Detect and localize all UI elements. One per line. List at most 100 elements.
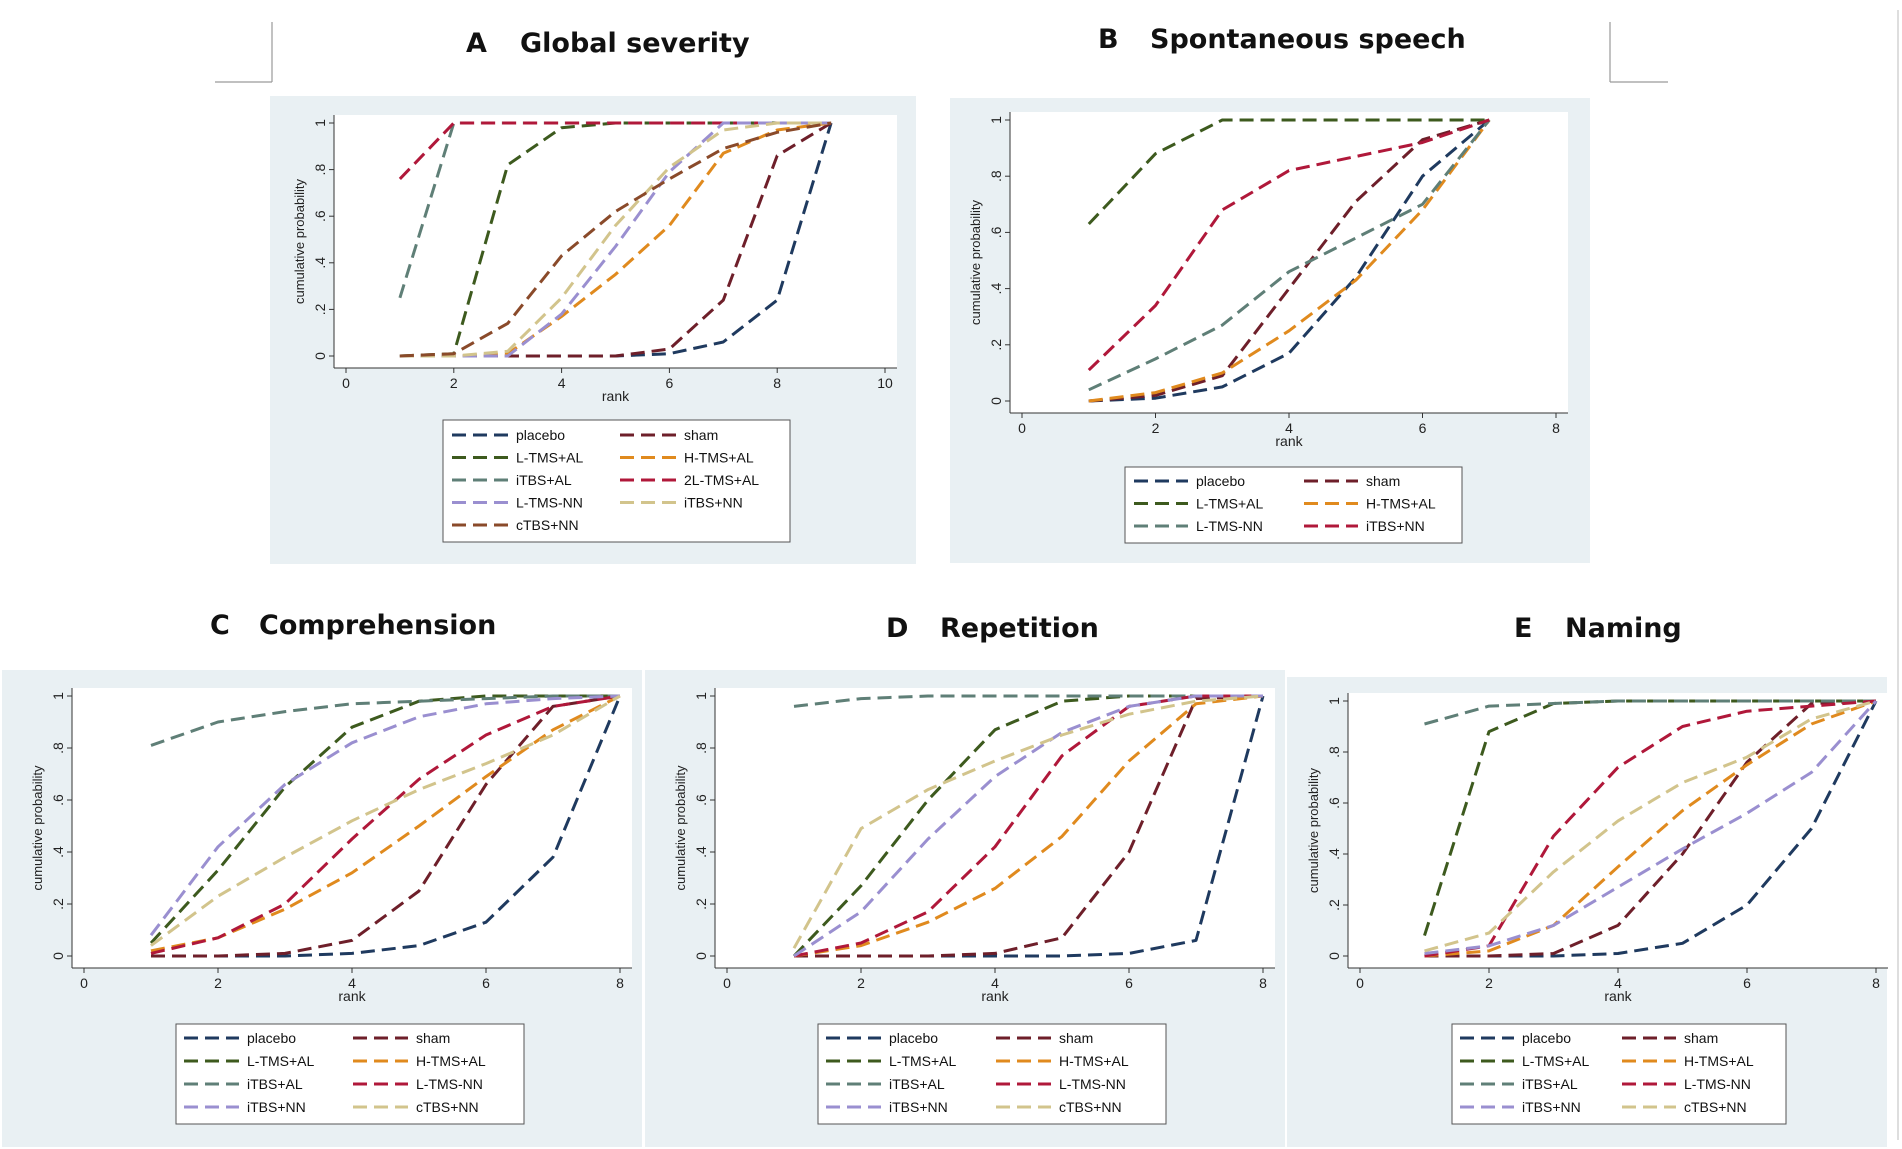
legend-label: H-TMS+AL	[1366, 496, 1436, 512]
legend-label: sham	[416, 1030, 450, 1046]
series-line-itbs-nn	[399, 121, 832, 358]
series-line-l-tms-nn	[399, 121, 832, 358]
legend-label: placebo	[516, 427, 565, 443]
legend-label: L-TMS+AL	[516, 450, 584, 466]
y-tick-label: 0	[50, 952, 66, 960]
legend-label: iTBS+AL	[889, 1076, 945, 1092]
y-tick-label: .6	[50, 794, 66, 806]
x-tick-label: 8	[616, 975, 624, 991]
y-tick-label: 1	[50, 692, 66, 700]
y-tick-label: .4	[312, 257, 328, 269]
legend-label: sham	[1684, 1030, 1718, 1046]
legend-label: L-TMS+AL	[889, 1053, 957, 1069]
x-tick-label: 6	[666, 375, 674, 391]
series-line-ctbs-nn	[1424, 699, 1877, 953]
y-axis-label: cumulative probability	[292, 179, 307, 305]
x-tick-label: 8	[1872, 975, 1880, 991]
series-line-placebo	[1088, 118, 1491, 403]
x-tick-label: 0	[1018, 420, 1026, 436]
plot-area	[1010, 112, 1568, 413]
legend-label: iTBS+AL	[516, 472, 572, 488]
y-tick-label: 0	[312, 352, 328, 360]
series-lines	[149, 694, 622, 958]
legend-label: L-TMS-NN	[1196, 518, 1263, 534]
legend-label: sham	[1059, 1030, 1093, 1046]
y-tick-label: 0	[988, 397, 1004, 405]
legend-label: H-TMS+AL	[684, 450, 754, 466]
y-tick-label: 1	[312, 119, 328, 127]
x-tick-label: 8	[773, 375, 781, 391]
series-line-l-tms-al	[149, 694, 620, 945]
x-tick-label: 6	[1743, 975, 1751, 991]
legend: placebo sham L-TMS+AL H-TMS+AL iTBS+AL L-TMS-…	[817, 1023, 1167, 1125]
y-tick-label: .6	[988, 226, 1004, 238]
x-axis-label: rank	[602, 388, 630, 404]
x-tick-label: 10	[877, 375, 893, 391]
legend-label: iTBS+NN	[247, 1099, 306, 1115]
x-tick-label: 4	[991, 975, 999, 991]
x-axis-label: rank	[981, 988, 1009, 1004]
legend-label: placebo	[1196, 473, 1245, 489]
y-tick-label: .8	[1326, 746, 1342, 758]
legend-label: H-TMS+AL	[416, 1053, 486, 1069]
panel-c: C Comprehension 0 .2 .4 .6 .8 1 0 2 4 6 8 rank cumulat…	[2, 610, 642, 1147]
y-tick-label: .2	[312, 303, 328, 315]
x-tick-label: 8	[1259, 975, 1267, 991]
series-lines	[1423, 699, 1878, 958]
series-line-itbs-nn	[793, 694, 1263, 958]
y-tick-label: .4	[1326, 848, 1342, 860]
panel-letter: C	[210, 610, 230, 641]
series-line-sham	[151, 694, 621, 958]
legend: placebo sham L-TMS+AL H-TMS+AL iTBS+AL 2L-TMS…	[442, 419, 791, 543]
x-tick-label: 2	[857, 975, 865, 991]
y-axis-label: cumulative probability	[1306, 768, 1321, 894]
x-tick-label: 8	[1552, 420, 1560, 436]
legend: placebo sham L-TMS+AL H-TMS+AL iTBS+AL L-TMS-…	[1451, 1023, 1787, 1125]
x-tick-label: 4	[1285, 420, 1293, 436]
legend-label: H-TMS+AL	[1059, 1053, 1129, 1069]
y-tick-label: .4	[988, 283, 1004, 295]
y-tick-label: .8	[50, 742, 66, 754]
legend-label: L-TMS+AL	[247, 1053, 315, 1069]
y-tick-label: .8	[988, 170, 1004, 182]
series-line-itbs-al	[793, 694, 1263, 708]
y-axis-label: cumulative probability	[968, 200, 983, 326]
panel-b: B Spontaneous speech 0 .2 .4 .6 .8 1 0 2 4 6 8 rank cu…	[950, 24, 1590, 563]
series-line-sham	[794, 694, 1264, 958]
panel-letter: A	[466, 28, 487, 59]
x-axis-label: rank	[1604, 988, 1632, 1004]
series-line-sham	[1424, 699, 1877, 958]
legend-label: sham	[684, 427, 718, 443]
y-tick-label: 1	[693, 692, 709, 700]
series-lines	[398, 121, 833, 358]
legend-label: cTBS+NN	[1059, 1099, 1122, 1115]
x-axis-label: rank	[338, 988, 366, 1004]
y-tick-label: .4	[693, 846, 709, 858]
y-tick-label: .2	[50, 898, 66, 910]
panel-d: D Repetition 0 .2 .4 .6 .8 1 0 2 4 6 8 rank cumulative…	[645, 613, 1285, 1147]
series-lines	[792, 694, 1265, 958]
panel-letter: E	[1514, 613, 1532, 644]
legend-label: placebo	[889, 1030, 938, 1046]
legend-label: L-TMS+AL	[1522, 1053, 1590, 1069]
legend-label: iTBS+NN	[1522, 1099, 1581, 1115]
legend-label: placebo	[1522, 1030, 1571, 1046]
series-line-l-tms-al	[792, 694, 1263, 958]
legend-label: sham	[1366, 473, 1400, 489]
legend-label: iTBS+NN	[889, 1099, 948, 1115]
y-tick-label: .6	[693, 794, 709, 806]
series-line-l-tms-nn	[150, 694, 621, 955]
plot-area	[334, 115, 897, 368]
series-line-ctbs-nn	[150, 694, 621, 947]
x-tick-label: 0	[1356, 975, 1364, 991]
panel-letter: D	[886, 613, 908, 644]
x-tick-label: 4	[348, 975, 356, 991]
x-axis-label: rank	[1275, 433, 1303, 449]
series-line-ctbs-nn	[792, 694, 1264, 949]
legend: placebo sham L-TMS+AL H-TMS+AL iTBS+AL L-TMS-…	[175, 1023, 525, 1125]
legend-label: iTBS+NN	[684, 495, 743, 511]
series-line-placebo	[151, 695, 622, 958]
series-line-l-tms-nn	[1088, 119, 1491, 392]
legend-label: iTBS+AL	[1522, 1076, 1578, 1092]
